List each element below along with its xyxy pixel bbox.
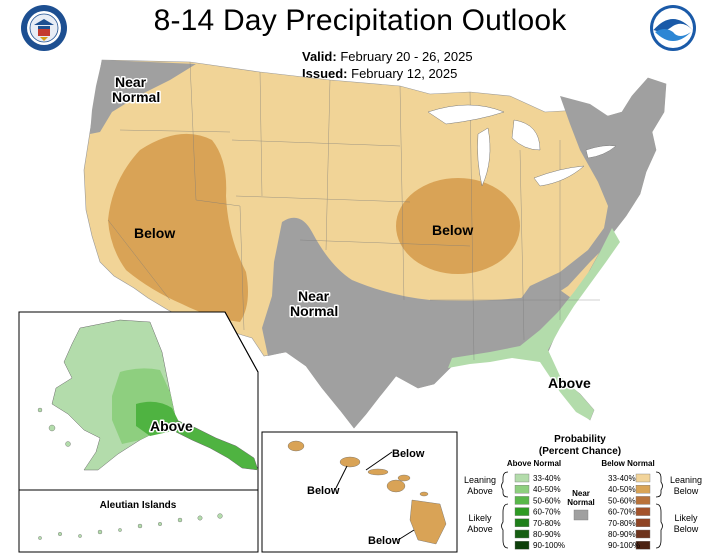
- legend-title-1: Probability: [554, 434, 606, 445]
- legend-above-bin-label-3: 60-70%: [533, 508, 561, 517]
- map-title: 8-14 Day Precipitation Outlook: [153, 4, 567, 37]
- issued-value: February 12, 2025: [351, 66, 458, 81]
- legend-below-bin-label-5: 80-90%: [608, 530, 636, 539]
- noaa-logo-icon: NOAA: [650, 5, 696, 51]
- above-swatches: 33-40% 40-50% 50-60% 60-70% 70-80% 80-90% 90-1…: [514, 473, 565, 550]
- issued-line: Issued: February 12, 2025: [302, 66, 457, 81]
- aleutian-label: Aleutian Islands: [100, 500, 177, 511]
- legend-near-normal-swatch: [573, 509, 589, 521]
- label-near-normal-nw-2: Normal: [112, 89, 160, 105]
- noaa-logo-text: NOAA: [663, 14, 684, 21]
- label-hawaii-below-2: Below: [307, 485, 340, 497]
- label-below-midwest: Below: [432, 222, 473, 238]
- label-hawaii-below-1: Below: [392, 448, 425, 460]
- alaska-above-50-60-region: [136, 401, 180, 436]
- legend-leaning-below-1: Leaning: [670, 475, 702, 485]
- label-near-normal-south-2: Normal: [290, 303, 338, 319]
- probability-legend: Probability (Percent Chance) Above Norma…: [464, 434, 702, 550]
- legend-above-swatch-5: [514, 529, 530, 539]
- label-above-se: Above: [548, 375, 591, 391]
- below-midwest-region: [396, 178, 520, 274]
- valid-value: February 20 - 26, 2025: [340, 49, 473, 64]
- legend-leaning-below-2: Below: [674, 486, 699, 496]
- near-normal-northwest-region: [90, 60, 196, 134]
- legend-below-swatch-4: [635, 518, 651, 527]
- hawaii-islands: [287, 440, 447, 545]
- alaska-islands: [37, 407, 71, 447]
- near-normal-south-region: [262, 217, 574, 428]
- valid-line: Valid: February 20 - 26, 2025: [302, 49, 473, 64]
- legend-below-swatch-0: [635, 473, 651, 483]
- legend-below-swatch-3: [635, 507, 651, 516]
- alaska-panhandle: [175, 419, 259, 471]
- below-west-region: [108, 133, 248, 322]
- label-above-alaska: Above: [150, 418, 193, 434]
- legend-below-swatch-1: [635, 485, 651, 494]
- legend-leaning-above-1: Leaning: [464, 475, 496, 485]
- legend-below-bin-label-0: 33-40%: [608, 474, 636, 483]
- legend-above-header: Above Normal: [507, 459, 561, 468]
- legend-title-2: (Percent Chance): [539, 446, 621, 457]
- legend-above-bin-label-4: 70-80%: [533, 519, 561, 528]
- legend-leaning-above-2: Above: [467, 486, 493, 496]
- legend-likely-below-1: Likely: [674, 513, 698, 523]
- legend-above-swatch-1: [514, 485, 530, 494]
- legend-above-swatch-3: [514, 507, 530, 516]
- label-near-normal-south-1: Near: [298, 288, 330, 304]
- legend-below-bin-label-3: 60-70%: [608, 508, 636, 517]
- great-lakes: [427, 104, 617, 187]
- legend-above-swatch-6: [514, 541, 530, 550]
- legend-likely-above-2: Above: [467, 524, 493, 534]
- legend-likely-below-2: Below: [674, 524, 699, 534]
- legend-above-bin-label-2: 50-60%: [533, 496, 561, 505]
- legend-above-bin-label-1: 40-50%: [533, 485, 561, 494]
- legend-below-bin-label-4: 70-80%: [608, 519, 636, 528]
- near-normal-northeast-region: [520, 78, 666, 302]
- state-borders: [107, 61, 600, 361]
- alaska-inset: Above Aleutian Islands: [18, 311, 259, 553]
- valid-label: Valid:: [302, 49, 337, 64]
- aleutian-islands: [38, 513, 223, 540]
- legend-near-label-2: Normal: [567, 498, 595, 507]
- legend-above-swatch-2: [514, 496, 530, 505]
- below-swatches: 33-40% 40-50% 50-60% 60-70% 70-80% 80-90% 90-1…: [608, 473, 651, 550]
- legend-above-swatch-4: [514, 518, 530, 527]
- legend-below-swatch-5: [635, 529, 651, 539]
- legend-below-bin-label-1: 40-50%: [608, 485, 636, 494]
- issued-label: Issued:: [302, 66, 348, 81]
- label-near-normal-nw-1: Near: [115, 74, 147, 90]
- above-normal-southeast-region: [448, 228, 620, 420]
- legend-below-bin-label-2: 50-60%: [608, 496, 636, 505]
- label-below-west: Below: [134, 225, 175, 241]
- legend-above-bin-label-5: 80-90%: [533, 530, 561, 539]
- commerce-seal-icon: [21, 5, 67, 51]
- legend-above-bin-label-0: 33-40%: [533, 474, 561, 483]
- legend-below-header: Below Normal: [601, 459, 654, 468]
- legend-likely-above-1: Likely: [468, 513, 492, 523]
- legend-above-bin-label-6: 90-100%: [533, 541, 565, 550]
- legend-below-bin-label-6: 90-100%: [608, 541, 640, 550]
- legend-below-swatch-6: [635, 541, 651, 550]
- hawaii-inset: Below Below Below: [261, 431, 458, 553]
- legend-near-label-1: Near: [572, 489, 590, 498]
- legend-above-swatch-0: [514, 473, 530, 483]
- legend-below-swatch-2: [635, 496, 651, 505]
- label-hawaii-below-3: Below: [368, 535, 401, 547]
